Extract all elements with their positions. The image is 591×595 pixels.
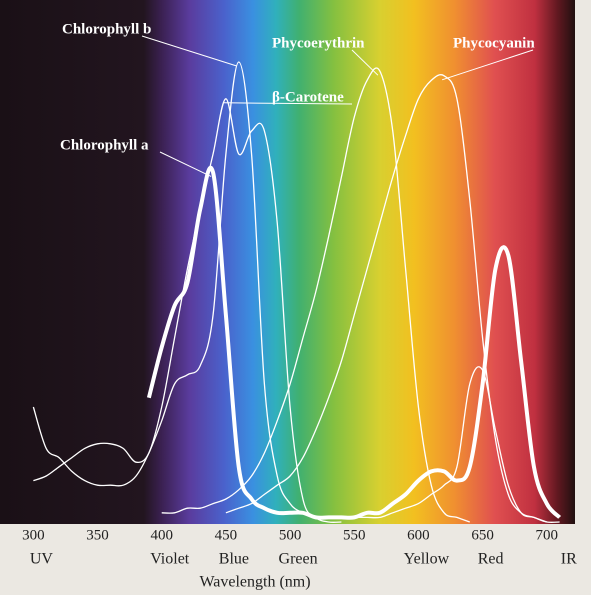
x-tick-label: 450 xyxy=(215,527,238,543)
series-line xyxy=(225,74,547,523)
region-label: Blue xyxy=(219,551,249,568)
x-tick-label: 400 xyxy=(150,527,173,543)
series-line xyxy=(33,98,342,523)
region-label: Red xyxy=(478,551,504,568)
x-tick-label: 650 xyxy=(471,527,494,543)
region-label: IR xyxy=(561,551,577,568)
annotation-leader xyxy=(441,49,534,81)
x-tick-label: 500 xyxy=(279,527,302,543)
x-tick-label: 700 xyxy=(536,527,559,543)
series-annotation: Phycoerythrin xyxy=(272,35,365,51)
annotation-leader xyxy=(159,151,212,177)
series-annotation: β-Carotene xyxy=(272,89,344,105)
series-annotation: Chlorophyll b xyxy=(62,21,151,37)
x-tick-label: 600 xyxy=(407,527,430,543)
region-label: Violet xyxy=(150,551,190,568)
x-tick-label: 550 xyxy=(343,527,366,543)
annotation-leader xyxy=(141,35,237,67)
spectrum-background xyxy=(0,0,575,524)
series-line xyxy=(32,61,560,523)
x-axis-label: Wavelength (nm) xyxy=(199,574,310,591)
annotation-leader xyxy=(351,49,379,76)
region-label: Green xyxy=(279,551,318,568)
series-annotation: Chlorophyll a xyxy=(60,137,149,153)
region-label: UV xyxy=(30,551,54,568)
series-line xyxy=(161,67,470,523)
series-annotation: Phycocyanin xyxy=(453,35,535,51)
x-tick-label: 350 xyxy=(86,527,109,543)
x-tick-label: 300 xyxy=(22,527,45,543)
region-label: Yellow xyxy=(404,551,450,568)
annotation-leader xyxy=(223,102,353,105)
